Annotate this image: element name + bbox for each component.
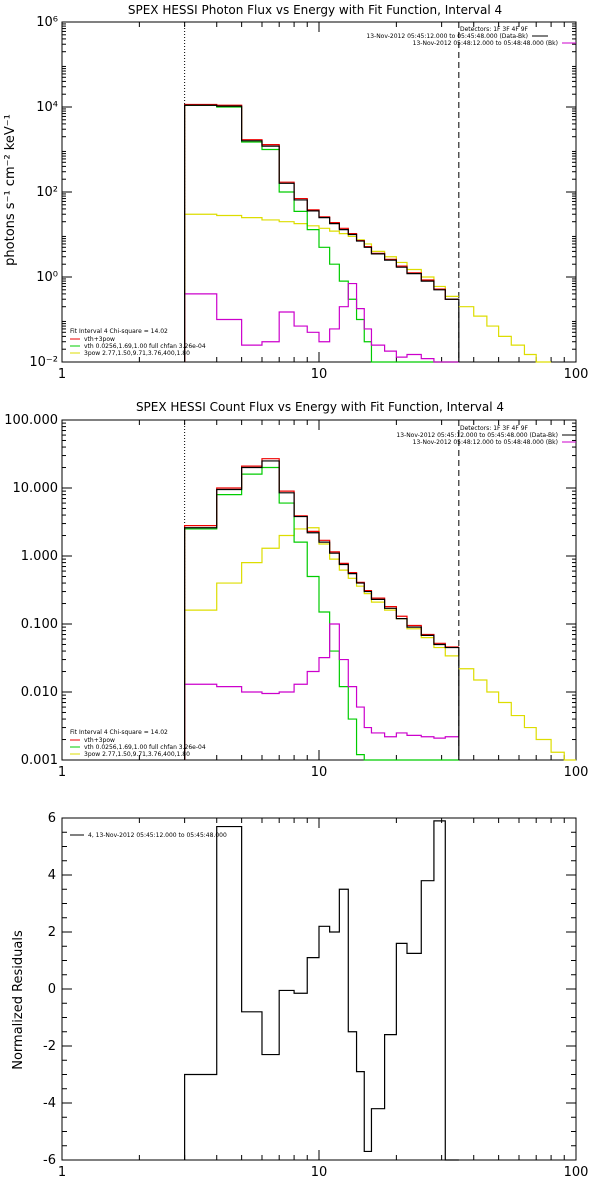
x-tick-label: 100 bbox=[564, 367, 589, 382]
y-tick-label: 10⁶ bbox=[36, 15, 58, 30]
y-tick-label: 0.001 bbox=[21, 753, 58, 768]
x-tick-label: 10 bbox=[311, 765, 328, 780]
x-tick-label: 100 bbox=[564, 765, 589, 780]
photon-flux-title: SPEX HESSI Photon Flux vs Energy with Fi… bbox=[128, 3, 502, 17]
y-tick-label: -4 bbox=[43, 1096, 56, 1111]
legend-fit-interval: Fit Interval 4 Chi-square = 14.02 bbox=[70, 729, 168, 736]
legend-detectors: Detectors: 1F 3F 4F 9F bbox=[460, 26, 529, 33]
photon-flux-axes: 1 10 100 10⁻² 10⁰ 10² 10⁴ 10⁶ bbox=[29, 15, 588, 382]
residuals-panel: Normalized Residuals 1 10 100 -6 -4 -2 0 2 4 6 4,… bbox=[11, 811, 588, 1180]
photon-flux-legend-top: Detectors: 1F 3F 4F 9F 13-Nov-2012 05:45… bbox=[366, 26, 576, 47]
series-residuals bbox=[184, 820, 459, 1161]
y-tick-label: 4 bbox=[48, 868, 56, 883]
residuals-axes: 1 10 100 -6 -4 -2 0 2 4 6 bbox=[43, 811, 588, 1180]
y-tick-label: 1.000 bbox=[21, 549, 58, 564]
count-flux-legend-top: Detectors: 1F 3F 4F 9F 13-Nov-2012 05:45… bbox=[396, 425, 576, 446]
count-flux-series bbox=[184, 420, 576, 761]
legend-3pow: 3pow 2.77,1.50,9.71,3.76,400,1.80 bbox=[84, 350, 190, 357]
legend-bk: 13-Nov-2012 05:48:12.000 to 05:48:48.000… bbox=[413, 439, 558, 446]
count-flux-panel: SPEX HESSI Count Flux vs Energy with Fit… bbox=[4, 400, 588, 780]
y-tick-label: 100.000 bbox=[4, 413, 58, 428]
x-tick-label: 1 bbox=[58, 765, 66, 780]
y-tick-label: 10² bbox=[36, 185, 58, 200]
photon-flux-series bbox=[184, 22, 552, 363]
y-tick-label: 2 bbox=[48, 925, 56, 940]
y-tick-label: 0.100 bbox=[21, 617, 58, 632]
residuals-legend: 4, 13-Nov-2012 05:45:12.000 to 05:45:48.… bbox=[88, 832, 227, 839]
series-3pow-extension bbox=[458, 306, 552, 363]
series-vth-3pow bbox=[184, 458, 459, 760]
y-tick-label: 6 bbox=[48, 811, 56, 826]
y-tick-label: -2 bbox=[43, 1039, 56, 1054]
count-flux-title: SPEX HESSI Count Flux vs Energy with Fit… bbox=[136, 400, 504, 414]
series-data-bk bbox=[184, 104, 460, 362]
legend-fit-interval: Fit Interval 4 Chi-square = 14.02 bbox=[70, 328, 168, 335]
legend-vth3pow: vth+3pow bbox=[84, 737, 115, 744]
series-data-bk bbox=[184, 460, 460, 760]
legend-data-bk: 13-Nov-2012 05:45:12.000 to 05:45:48.000… bbox=[396, 432, 558, 439]
legend-vth: vth 0.0256,1.69,1.00 full chfan 3.26e-04 bbox=[84, 343, 206, 350]
series-3pow bbox=[184, 213, 459, 362]
y-tick-label: 10⁻² bbox=[29, 355, 58, 370]
legend-detectors: Detectors: 1F 3F 4F 9F bbox=[460, 425, 529, 432]
photon-flux-legend-bottom: Fit Interval 4 Chi-square = 14.02 vth+3p… bbox=[70, 328, 206, 357]
legend-data-bk: 13-Nov-2012 05:45:12.000 to 05:45:48.000… bbox=[366, 33, 528, 40]
photon-flux-panel: SPEX HESSI Photon Flux vs Energy with Fi… bbox=[3, 3, 588, 382]
x-tick-label: 10 bbox=[311, 367, 328, 382]
y-tick-label: 0.010 bbox=[21, 685, 58, 700]
legend-vth: vth 0.0256,1.69,1.00 full chfan 3.26e-04 bbox=[84, 744, 206, 751]
x-tick-label: 100 bbox=[564, 1165, 589, 1180]
residuals-ylabel: Normalized Residuals bbox=[11, 930, 26, 1070]
photon-flux-ylabel: photons s⁻¹ cm⁻² keV⁻¹ bbox=[3, 114, 18, 266]
y-tick-label: 10⁴ bbox=[36, 100, 58, 115]
series-vth-3pow bbox=[184, 103, 459, 362]
y-tick-label: 10.000 bbox=[13, 481, 59, 496]
y-tick-label: 0 bbox=[48, 982, 56, 997]
y-tick-label: 10⁰ bbox=[36, 270, 58, 285]
series-vth bbox=[184, 104, 459, 363]
legend-3pow: 3pow 2.77,1.50,9.71,3.76,400,1.80 bbox=[84, 751, 190, 758]
series-vth bbox=[184, 466, 459, 761]
y-tick-label: -6 bbox=[43, 1153, 56, 1168]
residuals-plot-frame bbox=[61, 817, 577, 1161]
x-tick-label: 1 bbox=[58, 1165, 66, 1180]
x-tick-label: 1 bbox=[58, 367, 66, 382]
legend-vth3pow: vth+3pow bbox=[84, 336, 115, 343]
legend-bk: 13-Nov-2012 05:48:12.000 to 05:48:48.000… bbox=[413, 40, 558, 47]
photon-flux-plot-frame bbox=[61, 21, 577, 363]
x-tick-label: 10 bbox=[311, 1165, 328, 1180]
count-flux-legend-bottom: Fit Interval 4 Chi-square = 14.02 vth+3p… bbox=[70, 729, 206, 758]
residuals-series bbox=[184, 820, 459, 1161]
series-bk bbox=[184, 623, 459, 760]
series-bk bbox=[184, 282, 459, 363]
series-3pow bbox=[184, 527, 459, 760]
count-flux-axes: 1 10 100 0.001 0.010 0.100 1.000 10.000 100.000 bbox=[4, 413, 588, 780]
series-3pow-extension bbox=[458, 668, 576, 761]
